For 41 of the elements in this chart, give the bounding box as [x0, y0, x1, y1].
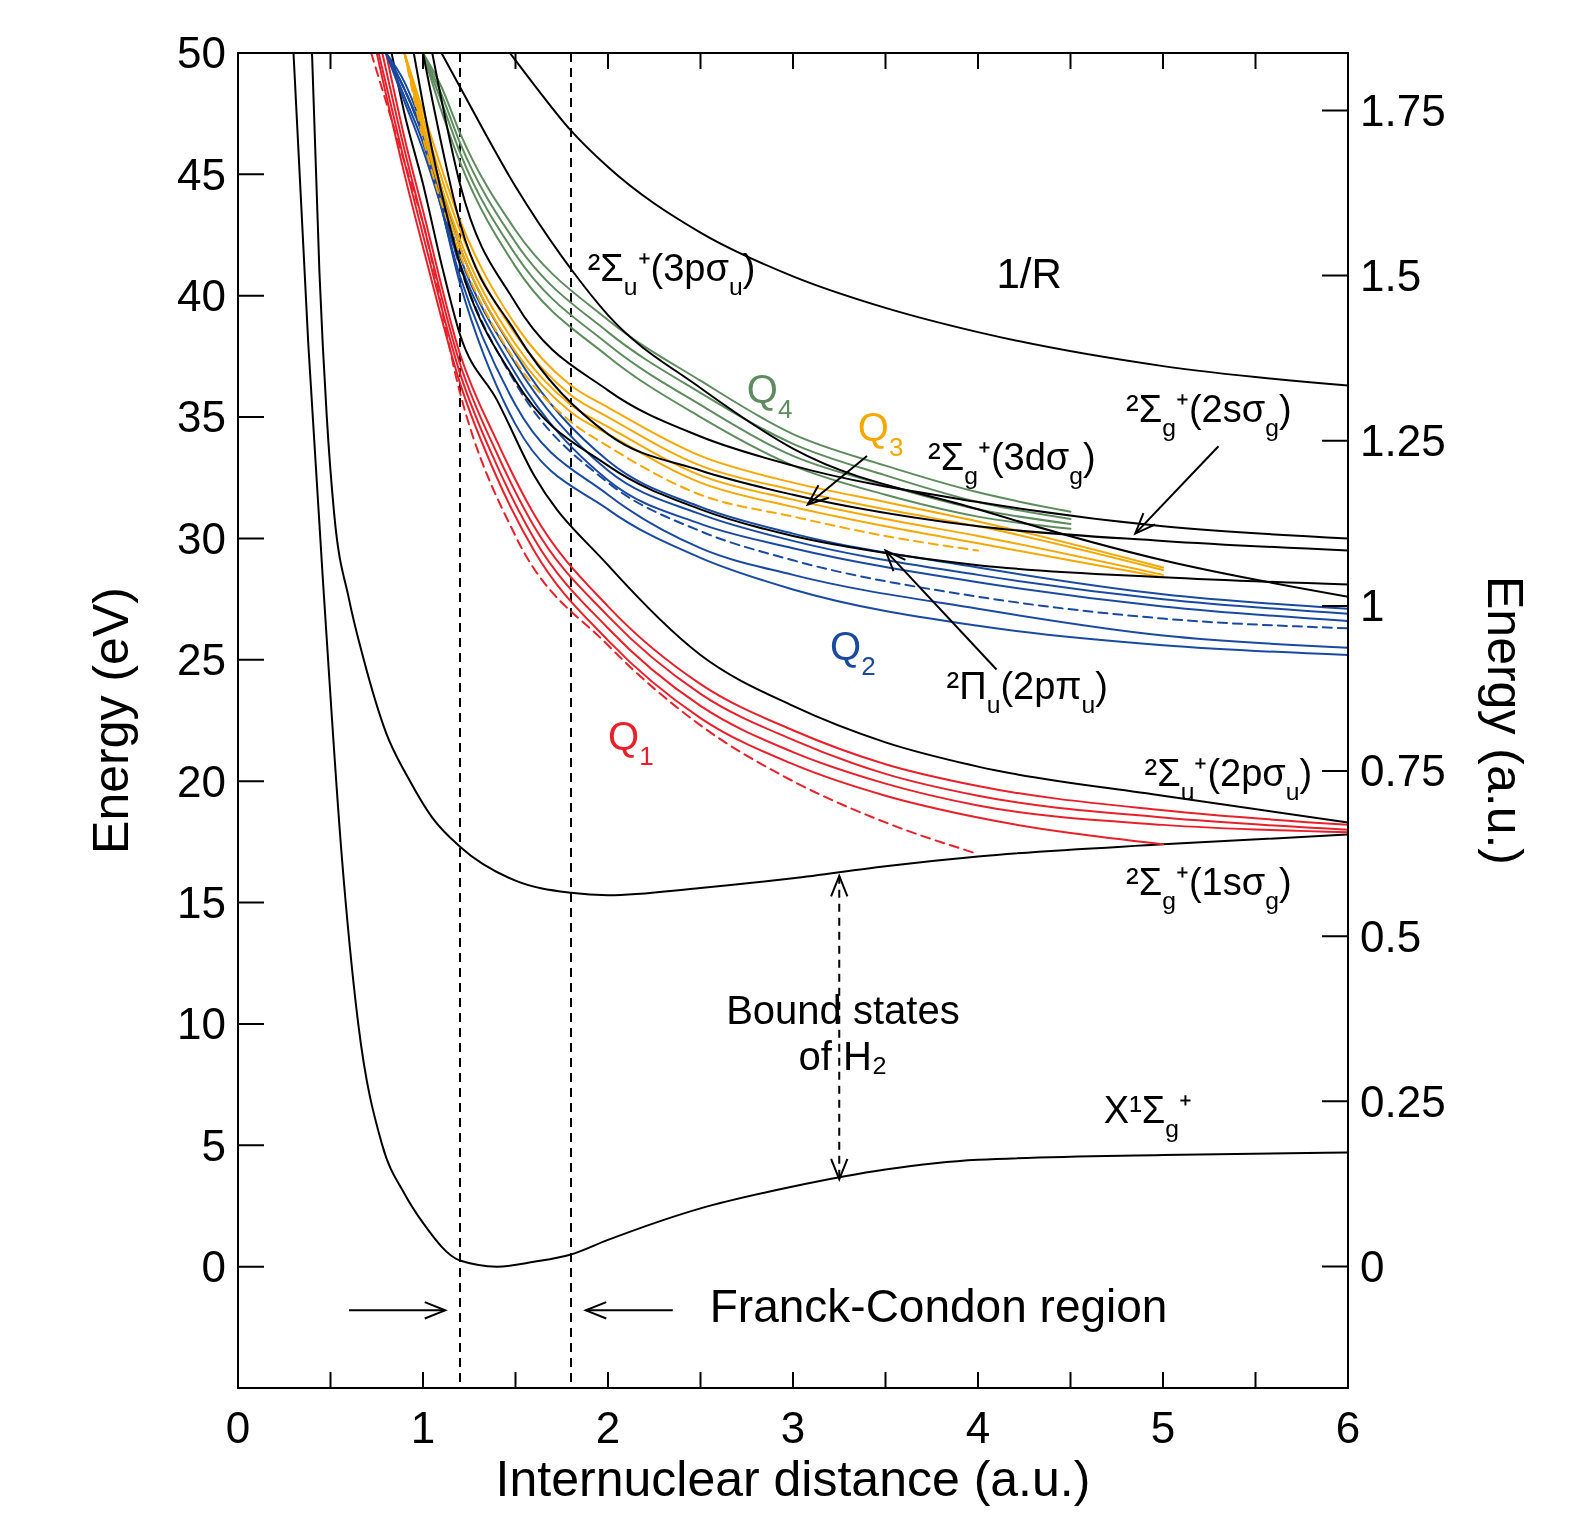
y-tick-label: 30 [177, 513, 226, 563]
annotation: 1/R [996, 250, 1062, 298]
x-tick-label: 1 [410, 1403, 436, 1452]
x-tick-label: 5 [1150, 1403, 1176, 1452]
x-tick-label: 3 [780, 1403, 806, 1452]
y2-tick-label: 0 [1360, 1241, 1385, 1291]
y-tick-label: 45 [177, 149, 226, 199]
y2-tick-label: 1.75 [1360, 85, 1446, 135]
annotation: ²Π$_{u}$(2pπ$_{u}$) [946, 664, 1108, 718]
annotation: X¹Σ$_{g}$⁺ [1103, 1089, 1193, 1142]
y-tick-label: 35 [177, 392, 226, 442]
y2-tick-label: 0.75 [1360, 746, 1446, 796]
y-tick-label: 40 [177, 271, 226, 321]
x-tick-label: 6 [1335, 1403, 1361, 1452]
annotation: ²Σ$_{u}$⁺(3pσ$_{u}$) [587, 247, 756, 300]
annotation: ²Σ$_{g}$⁺(1sσ$_{g}$) [1126, 861, 1292, 914]
annotation: Bound states of H₂ [726, 987, 960, 1078]
y-tick-label: 25 [177, 635, 226, 685]
annotation: Franck-Condon region [709, 1280, 1168, 1333]
y2-tick-label: 1.25 [1360, 416, 1446, 466]
series-label: Q$_{2}$ [830, 623, 876, 681]
x-axis-title: Internuclear distance (a.u.) [495, 1451, 1091, 1507]
y2-axis-title: Energy (a.u.) [1477, 575, 1533, 866]
y-tick-label: 20 [177, 756, 226, 806]
y-tick-label: 5 [201, 1120, 226, 1170]
x-tick-label: 4 [965, 1403, 991, 1452]
y2-tick-label: 0.25 [1360, 1076, 1446, 1126]
series-label: Q$_{1}$ [608, 713, 654, 771]
y-tick-label: 50 [177, 28, 226, 78]
y-tick-label: 0 [201, 1242, 226, 1292]
y-tick-label: 10 [177, 999, 226, 1049]
y-tick-label: 15 [177, 877, 226, 927]
series-label: Q$_{4}$ [746, 366, 793, 424]
annotation: ²Σ$_{g}$⁺(3dσ$_{g}$) [928, 436, 1096, 489]
y2-tick-label: 1.5 [1360, 251, 1422, 301]
series-label: Q$_{3}$ [857, 405, 904, 463]
y2-tick-label: 1 [1360, 581, 1385, 631]
x-tick-label: 2 [595, 1403, 621, 1452]
y-axis-title: Energy (eV) [83, 587, 139, 854]
y2-tick-label: 0.5 [1360, 911, 1422, 961]
annotation: ²Σ$_{g}$⁺(2sσ$_{g}$) [1126, 387, 1292, 441]
